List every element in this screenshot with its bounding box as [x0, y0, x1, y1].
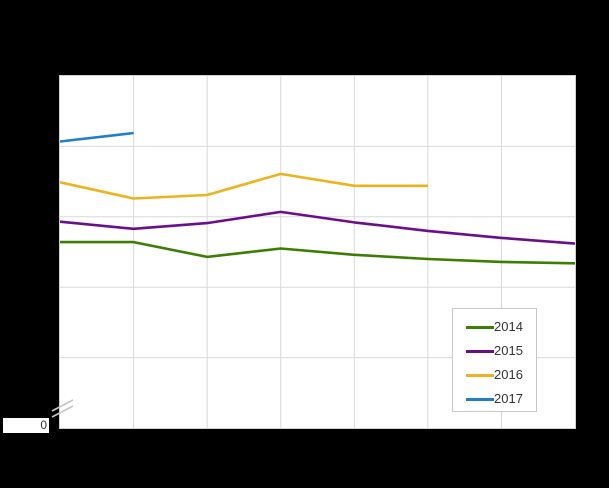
series-line-2015	[60, 210, 575, 245]
legend-line-icon-2016	[466, 373, 494, 377]
series-line-2017	[60, 131, 134, 143]
legend-item-2014: 2014	[453, 315, 536, 339]
legend-line-icon-2017	[466, 397, 494, 401]
series-line-2016	[60, 172, 428, 200]
plot-area: 2014 2015 2016 2017	[59, 75, 576, 429]
series-line-2014	[60, 240, 575, 265]
legend-item-2016: 2016	[453, 363, 536, 387]
legend-label-2014: 2014	[494, 319, 523, 334]
legend-item-2015: 2015	[453, 339, 536, 363]
legend-line-icon-2015	[466, 349, 494, 353]
legend-line-icon-2014	[466, 325, 494, 329]
legend-label-2017: 2017	[494, 391, 523, 406]
y-axis-zero-label: 0	[3, 418, 49, 433]
axis-break-icon	[51, 399, 74, 418]
legend: 2014 2015 2016 2017	[452, 308, 537, 412]
legend-label-2016: 2016	[494, 367, 523, 382]
legend-item-2017: 2017	[453, 387, 536, 411]
legend-label-2015: 2015	[494, 343, 523, 358]
chart-canvas	[60, 76, 575, 428]
